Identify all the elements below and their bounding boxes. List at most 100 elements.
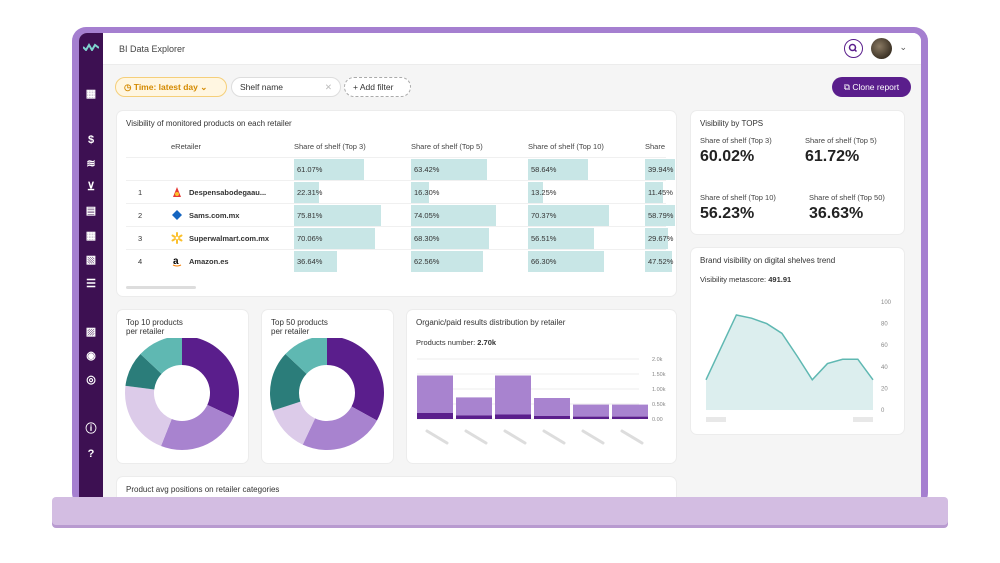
organic-bar[interactable] bbox=[417, 375, 453, 414]
donut-slice[interactable] bbox=[302, 406, 377, 450]
x-tick-label-placeholder bbox=[542, 429, 566, 445]
kpi-value: 60.02% bbox=[700, 148, 755, 165]
y-tick-label: 80 bbox=[881, 322, 888, 328]
metascore-label: Visibility metascore: bbox=[700, 275, 767, 284]
column-header[interactable]: eRetailer bbox=[171, 142, 202, 151]
paid-bar[interactable] bbox=[456, 415, 492, 419]
trend-line[interactable] bbox=[705, 314, 874, 381]
compass-icon[interactable]: ◉ bbox=[86, 350, 96, 362]
dashboard-icon[interactable]: ▦ bbox=[85, 88, 97, 100]
dollar-icon[interactable]: $ bbox=[87, 134, 95, 146]
paid-bar[interactable] bbox=[495, 414, 531, 420]
organic-bar[interactable] bbox=[573, 404, 609, 417]
column-header[interactable]: Share of shelf (Top 10) bbox=[528, 142, 604, 151]
y-tick-label: 60 bbox=[881, 343, 888, 349]
column-header[interactable]: Share of shelf (Top 5) bbox=[411, 142, 483, 151]
logo-icon bbox=[83, 43, 99, 51]
organic-paid-card: Organic/paid results distribution by ret… bbox=[407, 310, 676, 463]
share-bar bbox=[528, 205, 609, 226]
grid-icon[interactable]: ▦ bbox=[85, 230, 97, 242]
donut-slice[interactable] bbox=[270, 353, 307, 411]
paid-bar[interactable] bbox=[417, 413, 453, 419]
donut-slice[interactable] bbox=[125, 353, 162, 390]
table-row[interactable]: 4 a Amazon.es 36.64% 62.56% 66.30% 47.52% bbox=[126, 249, 673, 272]
list-icon[interactable]: ☰ bbox=[86, 278, 96, 290]
x-tick-label-placeholder bbox=[706, 417, 726, 422]
paid-bar[interactable] bbox=[612, 416, 648, 419]
visibility-table: eRetailer Share of shelf (Top 3) Share o… bbox=[126, 139, 675, 279]
retailer-name: Amazon.es bbox=[189, 257, 229, 266]
title-line: Top 50 products bbox=[271, 318, 328, 327]
donut-slice[interactable] bbox=[161, 404, 234, 450]
report-icon[interactable]: ▧ bbox=[85, 254, 97, 266]
table-cell: 58.79% bbox=[648, 211, 674, 220]
organic-bar[interactable] bbox=[456, 397, 492, 416]
donut-slice[interactable] bbox=[285, 338, 327, 374]
share-bar bbox=[645, 182, 663, 203]
donut-slice[interactable] bbox=[327, 338, 384, 421]
paid-bar[interactable] bbox=[534, 416, 570, 419]
table-cell: 63.42% bbox=[414, 165, 440, 174]
table-cell: 36.64% bbox=[297, 257, 323, 266]
card-title: Product avg positions on retailer catego… bbox=[126, 485, 280, 494]
x-tick-label-placeholder bbox=[620, 429, 644, 445]
organic-bar[interactable] bbox=[612, 404, 648, 417]
products-number: Products number: 2.70k bbox=[416, 338, 496, 347]
paid-bar[interactable] bbox=[573, 416, 609, 419]
table-cell: 11.45% bbox=[648, 188, 673, 197]
app-screen: ▦ $ ≋ ⊻ ▤ ▦ ▧ ☰ ▨ ◉ ◎ ⓘ ? BI Data Explor… bbox=[79, 33, 921, 507]
table-row[interactable]: 2 Sams.com.mx 75.81% 74.05% 70.37% 58.79% bbox=[126, 203, 675, 226]
add-filter-button[interactable]: + Add filter bbox=[344, 77, 411, 97]
info-icon[interactable]: ⓘ bbox=[85, 423, 97, 435]
column-header[interactable]: Share bbox=[645, 142, 666, 151]
card-title: Organic/paid results distribution by ret… bbox=[416, 318, 566, 327]
column-header[interactable]: Share of shelf (Top 3) bbox=[294, 142, 366, 151]
stack-icon[interactable]: ≋ bbox=[86, 158, 96, 170]
clone-report-button[interactable]: ⧉ Clone report bbox=[832, 77, 911, 97]
share-bar bbox=[528, 228, 594, 249]
share-bar bbox=[411, 182, 429, 203]
shelf-name-placeholder: Shelf name bbox=[240, 82, 283, 92]
clear-icon[interactable]: ✕ bbox=[324, 82, 332, 92]
donut-slice[interactable] bbox=[125, 385, 172, 446]
title-line: per retailer bbox=[126, 327, 165, 336]
table-cell: 39.94% bbox=[648, 165, 674, 174]
share-bar bbox=[411, 205, 496, 226]
kpi-label: Share of shelf (Top 5) bbox=[805, 136, 877, 145]
table-row[interactable]: 3 Superwalmart.com.mx 70.06% 68.30% 56.51% 29… bbox=[126, 226, 673, 249]
horizontal-scrollbar[interactable] bbox=[126, 286, 196, 289]
donut-slice[interactable] bbox=[140, 338, 182, 374]
table-row[interactable]: 1 Despensabodegaau... 22.31% 16.30% 13.25% 11… bbox=[126, 180, 673, 203]
organic-bar[interactable] bbox=[495, 375, 531, 415]
amazon-logo-icon: a bbox=[172, 256, 182, 267]
y-tick-label: 20 bbox=[881, 386, 888, 392]
table-cell: 22.31% bbox=[297, 188, 323, 197]
search-button[interactable] bbox=[844, 39, 863, 58]
table-cell: 61.07% bbox=[297, 165, 323, 174]
donut-slice[interactable] bbox=[182, 338, 239, 418]
avatar[interactable] bbox=[871, 38, 892, 59]
donut-slice[interactable] bbox=[272, 401, 316, 445]
help-icon[interactable]: ? bbox=[87, 448, 95, 460]
rank-cell: 3 bbox=[138, 234, 143, 243]
organic-bar[interactable] bbox=[534, 398, 570, 416]
visibility-table-card: Visibility of monitored products on each… bbox=[117, 111, 676, 296]
despensa-logo-icon bbox=[173, 187, 181, 197]
tops-card: Visibility by TOPS Share of shelf (Top 3… bbox=[691, 111, 904, 234]
share-bar bbox=[528, 159, 588, 180]
x-tick-label-placeholder bbox=[464, 429, 488, 445]
card-title: Visibility by TOPS bbox=[700, 119, 764, 128]
broadcast-icon[interactable]: ◎ bbox=[86, 374, 96, 386]
cart-icon[interactable]: ⊻ bbox=[86, 181, 96, 193]
copy-icon: ⧉ bbox=[843, 82, 853, 92]
retailer-logo: a bbox=[171, 255, 183, 269]
chevron-down-icon[interactable]: ⌄ bbox=[899, 42, 907, 52]
table-cell: 74.05% bbox=[414, 211, 440, 220]
shelf-name-input[interactable]: Shelf name ✕ bbox=[231, 77, 341, 97]
share-bar bbox=[294, 228, 375, 249]
time-filter-chip[interactable]: ◷ Time: latest day ⌄ bbox=[115, 77, 227, 97]
retailer-name: Sams.com.mx bbox=[189, 211, 240, 220]
store-icon[interactable]: ▤ bbox=[85, 205, 97, 217]
edit-board-icon[interactable]: ▨ bbox=[85, 326, 97, 338]
share-bar bbox=[294, 205, 381, 226]
